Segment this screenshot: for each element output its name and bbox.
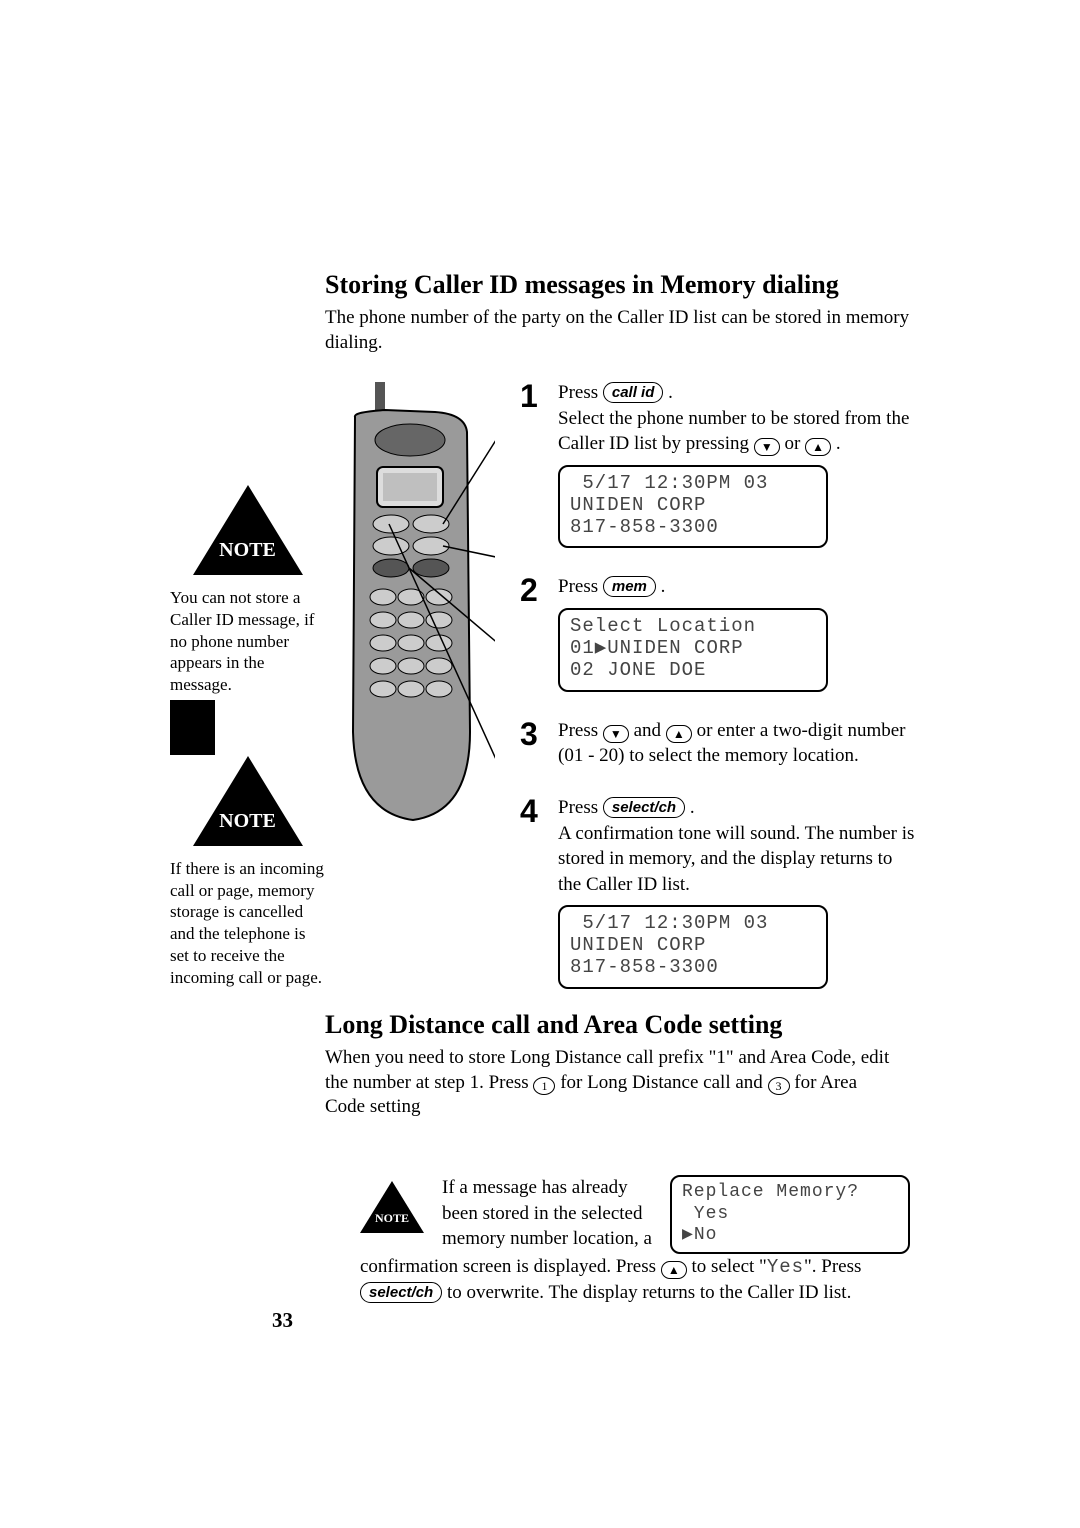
step-2: 2 Press mem . Select Location 01▶UNIDEN … [520, 574, 915, 703]
up-arrow-icon: ▲ [661, 1261, 687, 1279]
key-3-icon: 3 [768, 1077, 790, 1095]
lcd-line: Select Location [570, 616, 816, 638]
lcd-line: 5/17 12:30PM 03 [570, 913, 816, 935]
up-arrow-icon: ▲ [666, 725, 692, 743]
lcd-line: 02 JONE DOE [570, 660, 816, 682]
section-body: When you need to store Long Distance cal… [325, 1046, 895, 1120]
bottom-text-col1: If a message has already been stored in … [442, 1175, 652, 1252]
note-icon: NOTE [360, 1181, 424, 1233]
text: Press [558, 382, 603, 403]
select-ch-button: select/ch [360, 1282, 442, 1303]
text: Press [558, 576, 603, 597]
text: . [656, 576, 666, 597]
step-number: 4 [520, 795, 548, 827]
text: . [685, 797, 695, 818]
note-label: NOTE [218, 810, 278, 833]
lcd-display-1: 5/17 12:30PM 03 UNIDEN CORP 817-858-3300 [558, 465, 828, 549]
section-intro: The phone number of the party on the Cal… [325, 306, 915, 355]
step-body: Press ▼ and ▲ or enter a two-digit numbe… [558, 718, 915, 769]
note-icon: NOTE [193, 485, 303, 575]
lcd-display-4: Replace Memory? Yes ▶No [670, 1175, 910, 1254]
text: A confirmation tone will sound. The numb… [558, 823, 914, 895]
steps-list: 1 Press call id . Select the phone numbe… [520, 380, 915, 1015]
call-id-button: call id [603, 382, 664, 403]
text: Select the phone number to be stored fro… [558, 408, 909, 455]
lcd-line: ▶No [682, 1225, 898, 1247]
lcd-display-3: 5/17 12:30PM 03 UNIDEN CORP 817-858-3300 [558, 905, 828, 989]
lcd-line: UNIDEN CORP [570, 495, 816, 517]
note-label: NOTE [370, 1211, 414, 1226]
note-text-2: If there is an incoming call or page, me… [170, 858, 325, 989]
note-text-1: You can not store a Caller ID message, i… [170, 587, 325, 696]
section-title: Long Distance call and Area Code setting [325, 1010, 895, 1040]
text: Press [558, 720, 603, 741]
lcd-line: 5/17 12:30PM 03 [570, 473, 816, 495]
manual-page: NOTE You can not store a Caller ID messa… [0, 0, 1080, 1528]
down-arrow-icon: ▼ [603, 725, 629, 743]
lcd-line: UNIDEN CORP [570, 935, 816, 957]
section-long-distance: Long Distance call and Area Code setting… [325, 1010, 895, 1138]
note-icon: NOTE [193, 756, 303, 846]
note-label: NOTE [218, 539, 278, 562]
lcd-line: Yes [682, 1204, 898, 1226]
lcd-line: 817-858-3300 [570, 517, 816, 539]
text: for Long Distance call and [555, 1072, 767, 1093]
up-arrow-icon: ▲ [805, 438, 831, 456]
bottom-text-cont: confirmation screen is displayed. Press … [360, 1254, 920, 1306]
step-body: Press select/ch . A confirmation tone wi… [558, 795, 915, 1001]
phone-illustration [325, 382, 495, 842]
lcd-line: 817-858-3300 [570, 957, 816, 979]
page-number: 33 [272, 1308, 293, 1333]
text: or [780, 433, 805, 454]
key-1-icon: 1 [533, 1077, 555, 1095]
text: . [663, 382, 673, 403]
step-1: 1 Press call id . Select the phone numbe… [520, 380, 915, 560]
text: Press [558, 797, 603, 818]
step-4: 4 Press select/ch . A confirmation tone … [520, 795, 915, 1001]
section-title: Storing Caller ID messages in Memory dia… [325, 270, 915, 300]
mem-button: mem [603, 576, 656, 597]
step-number: 2 [520, 574, 548, 606]
section-storing: Storing Caller ID messages in Memory dia… [325, 270, 915, 373]
bottom-note: NOTE If a message has already been store… [360, 1175, 920, 1306]
step-body: Press mem . Select Location 01▶UNIDEN CO… [558, 574, 915, 703]
margin-notes: NOTE You can not store a Caller ID messa… [170, 485, 325, 988]
lcd-line: Replace Memory? [682, 1182, 898, 1204]
step-body: Press call id . Select the phone number … [558, 380, 915, 560]
step-3: 3 Press ▼ and ▲ or enter a two-digit num… [520, 718, 915, 769]
text: . [831, 433, 841, 454]
select-ch-button: select/ch [603, 797, 685, 818]
step-number: 1 [520, 380, 548, 412]
text: and [629, 720, 666, 741]
yes-text: Yes [767, 1256, 804, 1278]
lcd-line: 01▶UNIDEN CORP [570, 638, 816, 660]
down-arrow-icon: ▼ [754, 438, 780, 456]
step-number: 3 [520, 718, 548, 750]
lcd-display-2: Select Location 01▶UNIDEN CORP 02 JONE D… [558, 608, 828, 692]
